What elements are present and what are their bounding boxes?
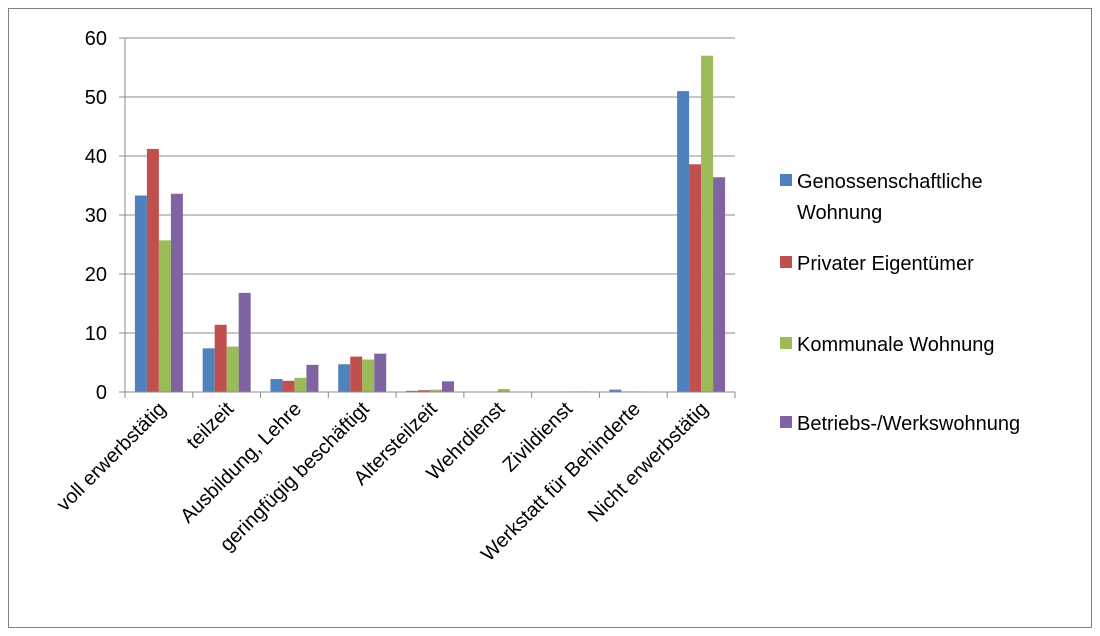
bar (701, 55, 714, 392)
legend-label: Genossenschaftliche Wohnung (797, 171, 983, 224)
y-tick-label: 50 (85, 87, 107, 109)
bar (282, 380, 295, 392)
chart-frame (8, 8, 1092, 628)
x-tick-label: voll erwerbstätig (53, 398, 171, 516)
bar (609, 389, 622, 392)
y-tick-label: 10 (85, 323, 107, 345)
bar (497, 389, 510, 392)
y-tick-label: 40 (85, 146, 107, 168)
x-tick-label: Nicht erwerbstätig (584, 398, 713, 527)
bar (134, 195, 147, 392)
bar (350, 356, 363, 392)
legend: Genossenschaftliche Wohnung Privater Eigen… (780, 171, 1020, 435)
bar (158, 240, 171, 392)
legend-swatch (780, 416, 792, 428)
y-tick-label: 60 (85, 28, 107, 50)
y-axis-tick-labels: 0 10 20 30 40 50 60 (85, 28, 107, 404)
bar (202, 348, 215, 392)
bar (338, 364, 351, 392)
bar (270, 379, 283, 392)
bar (677, 91, 690, 392)
legend-label: Betriebs-/Werkswohnung (797, 413, 1020, 435)
bar (306, 364, 319, 392)
gridlines (125, 37, 735, 334)
x-tick-label: Ausbildung, Lehre (176, 398, 306, 528)
y-tick-label: 30 (85, 205, 107, 227)
bar (418, 390, 430, 392)
y-tick-label: 0 (96, 382, 107, 404)
legend-label: Kommunale Wohnung (797, 334, 995, 356)
legend-swatch (780, 337, 792, 349)
bar (214, 324, 227, 392)
bar (146, 148, 159, 392)
bar (238, 292, 251, 392)
legend-swatch (780, 174, 792, 186)
bar (689, 164, 702, 392)
bar (362, 359, 375, 392)
bar (442, 381, 454, 392)
legend-swatch (780, 256, 792, 268)
bar (406, 390, 418, 392)
legend-label: Privater Eigentümer (797, 253, 974, 275)
bar (374, 353, 387, 392)
y-tick-label: 20 (85, 264, 107, 286)
bar (170, 193, 183, 392)
axes (119, 37, 736, 398)
bar (430, 389, 442, 392)
bar (713, 177, 726, 392)
x-tick-label: teilzeit (183, 398, 239, 454)
bar (294, 377, 307, 392)
bar (226, 346, 239, 392)
bars (134, 55, 726, 392)
